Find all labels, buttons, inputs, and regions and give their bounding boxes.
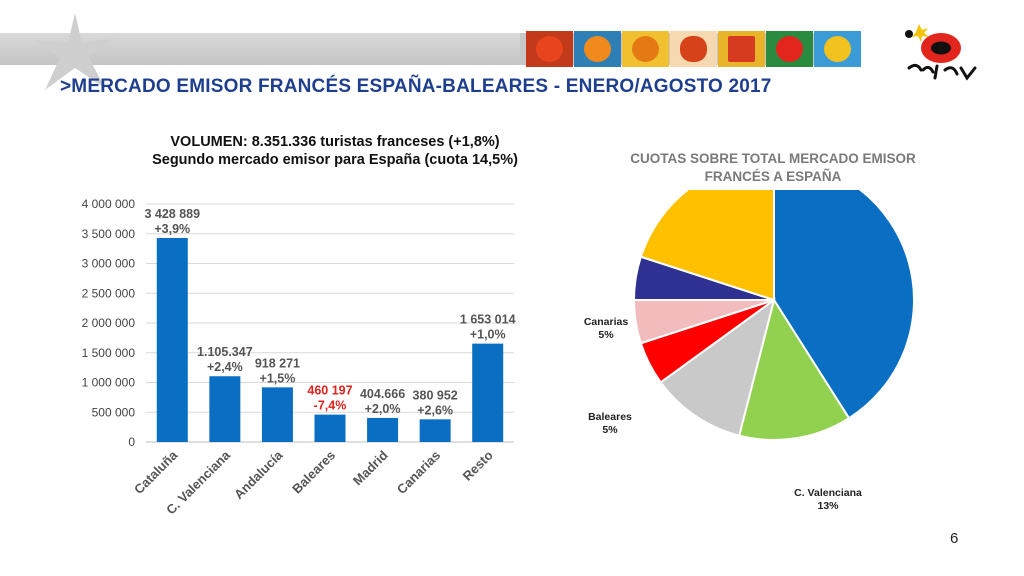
y-tick-label: 1 000 000 (82, 376, 136, 390)
pie-slice-percent: 5% (602, 424, 618, 436)
pie-slice-percent: 13% (817, 500, 839, 512)
beetle-tile-icon (670, 31, 717, 67)
pie-slice-percent: 5% (598, 329, 614, 341)
pie-slice-label: C. Valenciana (794, 487, 862, 499)
page-title: >MERCADO EMISOR FRANCÉS ESPAÑA-BALEARES … (60, 76, 772, 97)
bar-chart: 0 500 000 1 000 000 1 500 000 2 000 000 2 500… (82, 197, 516, 517)
pie-slice-label: Canarias (584, 316, 629, 328)
pie-chart-title: CUOTAS SOBRE TOTAL MERCADO EMISOR FRANCÉ… (598, 150, 948, 186)
bar (472, 343, 504, 442)
x-tick-label: Madrid (350, 447, 391, 488)
header-image-strip (526, 31, 862, 67)
sun-tile-icon (766, 31, 813, 67)
x-tick-label: Cataluña (131, 447, 181, 497)
y-tick-label: 2 500 000 (82, 286, 136, 300)
x-tick-label: Baleares (289, 448, 338, 497)
pie-slice-label: Baleares (588, 411, 632, 423)
y-tick-label: 500 000 (92, 405, 136, 419)
x-tick-label: Canarias (394, 448, 443, 497)
bar (261, 387, 293, 442)
bar (156, 237, 188, 442)
pie-slice (773, 190, 915, 420)
bar-change-label: +1,5% (260, 371, 296, 385)
x-tick-label: Andalucía (231, 447, 286, 502)
bar-change-label: +2,0% (365, 402, 401, 416)
bar-value-label: 3 428 889 (144, 207, 200, 221)
bar (419, 419, 451, 442)
bar (367, 417, 399, 442)
espana-logo (905, 24, 977, 81)
bar-chart-title-line2: Segundo mercado emisor para España (cuot… (152, 152, 518, 168)
sun-tile-icon (814, 31, 861, 67)
bar-change-label: +3,9% (154, 222, 190, 236)
pie-chart-title-line1: CUOTAS SOBRE TOTAL MERCADO EMISOR (630, 151, 916, 166)
bar-chart-title: VOLUMEN: 8.351.336 turistas franceses (+… (80, 133, 590, 169)
bar-value-label: 460 197 (307, 384, 352, 398)
x-tick-label: Resto (460, 447, 496, 483)
pie-slice (639, 190, 775, 302)
bar-value-label: 404.666 (360, 387, 405, 401)
bar-change-label: +1,0% (470, 328, 506, 342)
bar-change-label: -7,4% (314, 399, 347, 413)
bar-value-label: 1.105.347 (197, 345, 253, 359)
y-tick-label: 4 000 000 (82, 197, 136, 211)
bar-chart-title-line1: VOLUMEN: 8.351.336 turistas franceses (+… (170, 134, 500, 150)
y-tick-label: 2 000 000 (82, 316, 136, 330)
y-tick-label: 3 500 000 (82, 227, 136, 241)
pie-slice (659, 297, 776, 437)
sun-tile-icon (526, 31, 573, 67)
bar-change-label: +2,6% (417, 403, 453, 417)
sun-tile-icon (622, 31, 669, 67)
y-tick-label: 3 000 000 (82, 257, 136, 271)
page-number: 6 (950, 530, 959, 547)
bar-change-label: +2,4% (207, 360, 243, 374)
decorative-star-icon (35, 13, 115, 90)
bar-value-label: 1 653 014 (460, 313, 516, 327)
y-tick-label: 1 500 000 (82, 346, 136, 360)
bar-value-label: 380 952 (413, 388, 458, 402)
pie-slice (737, 297, 851, 441)
bar (314, 414, 346, 442)
bar-value-label: 918 271 (255, 356, 300, 370)
geometric-tile-icon (718, 31, 765, 67)
pie-chart-title-line2: FRANCÉS A ESPAÑA (704, 169, 842, 184)
bar (209, 376, 241, 442)
sun-tile-icon (574, 31, 621, 67)
y-tick-label: 0 (128, 435, 135, 449)
